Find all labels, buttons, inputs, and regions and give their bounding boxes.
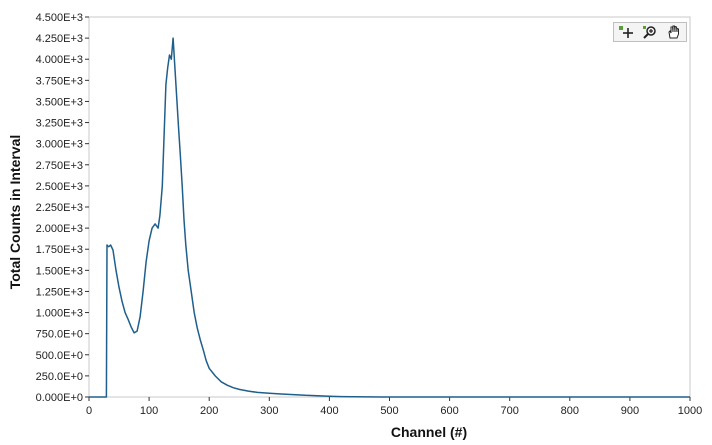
y-tick-label: 250.0E+0 [36, 371, 83, 383]
x-tick-label: 200 [200, 405, 218, 417]
y-tick-label: 1.000E+3 [36, 308, 83, 320]
y-tick-label: 3.000E+3 [36, 139, 83, 151]
x-axis: 0 100 200 300 400 500 600 700 800 900 1000 [86, 397, 702, 417]
y-tick-label: 3.250E+3 [36, 118, 83, 130]
y-tick-label: 750.0E+0 [36, 329, 83, 341]
y-tick-label: 1.750E+3 [36, 244, 83, 256]
y-tick-label: 4.500E+3 [36, 12, 83, 24]
x-tick-label: 500 [380, 405, 398, 417]
x-tick-label: 900 [621, 405, 639, 417]
x-tick-label: 300 [260, 405, 278, 417]
y-axis-title: Total Counts in Interval [7, 135, 23, 290]
cursor-move-icon[interactable] [617, 24, 635, 40]
x-tick-label: 800 [561, 405, 579, 417]
y-tick-label: 2.000E+3 [36, 223, 83, 235]
y-tick-label: 1.500E+3 [36, 265, 83, 277]
y-tick-label: 3.500E+3 [36, 96, 83, 108]
series-line [89, 37, 690, 398]
x-tick-label: 700 [501, 405, 519, 417]
graph-palette [613, 22, 687, 42]
y-tick-label: 1.250E+3 [36, 286, 83, 298]
x-tick-label: 100 [140, 405, 158, 417]
y-tick-label: 0.000E+0 [36, 392, 83, 404]
y-tick-label: 2.250E+3 [36, 202, 83, 214]
zoom-icon[interactable] [641, 24, 659, 40]
plot-area [88, 16, 691, 398]
y-tick-label: 4.250E+3 [36, 33, 83, 45]
y-tick-label: 2.500E+3 [36, 181, 83, 193]
series-layer [89, 37, 690, 398]
y-tick-label: 4.000E+3 [36, 54, 83, 66]
x-tick-label: 400 [320, 405, 338, 417]
x-tick-label: 600 [440, 405, 458, 417]
x-tick-label: 1000 [678, 405, 702, 417]
x-axis-title: Channel (#) [391, 424, 467, 440]
x-tick-label: 0 [86, 405, 92, 417]
y-axis: 0.000E+0 250.0E+0 500.0E+0 750.0E+0 1.000E+3… [36, 12, 89, 404]
y-tick-label: 500.0E+0 [36, 350, 83, 362]
y-tick-label: 2.750E+3 [36, 160, 83, 172]
pan-hand-icon[interactable] [665, 24, 683, 40]
y-tick-label: 3.750E+3 [36, 75, 83, 87]
